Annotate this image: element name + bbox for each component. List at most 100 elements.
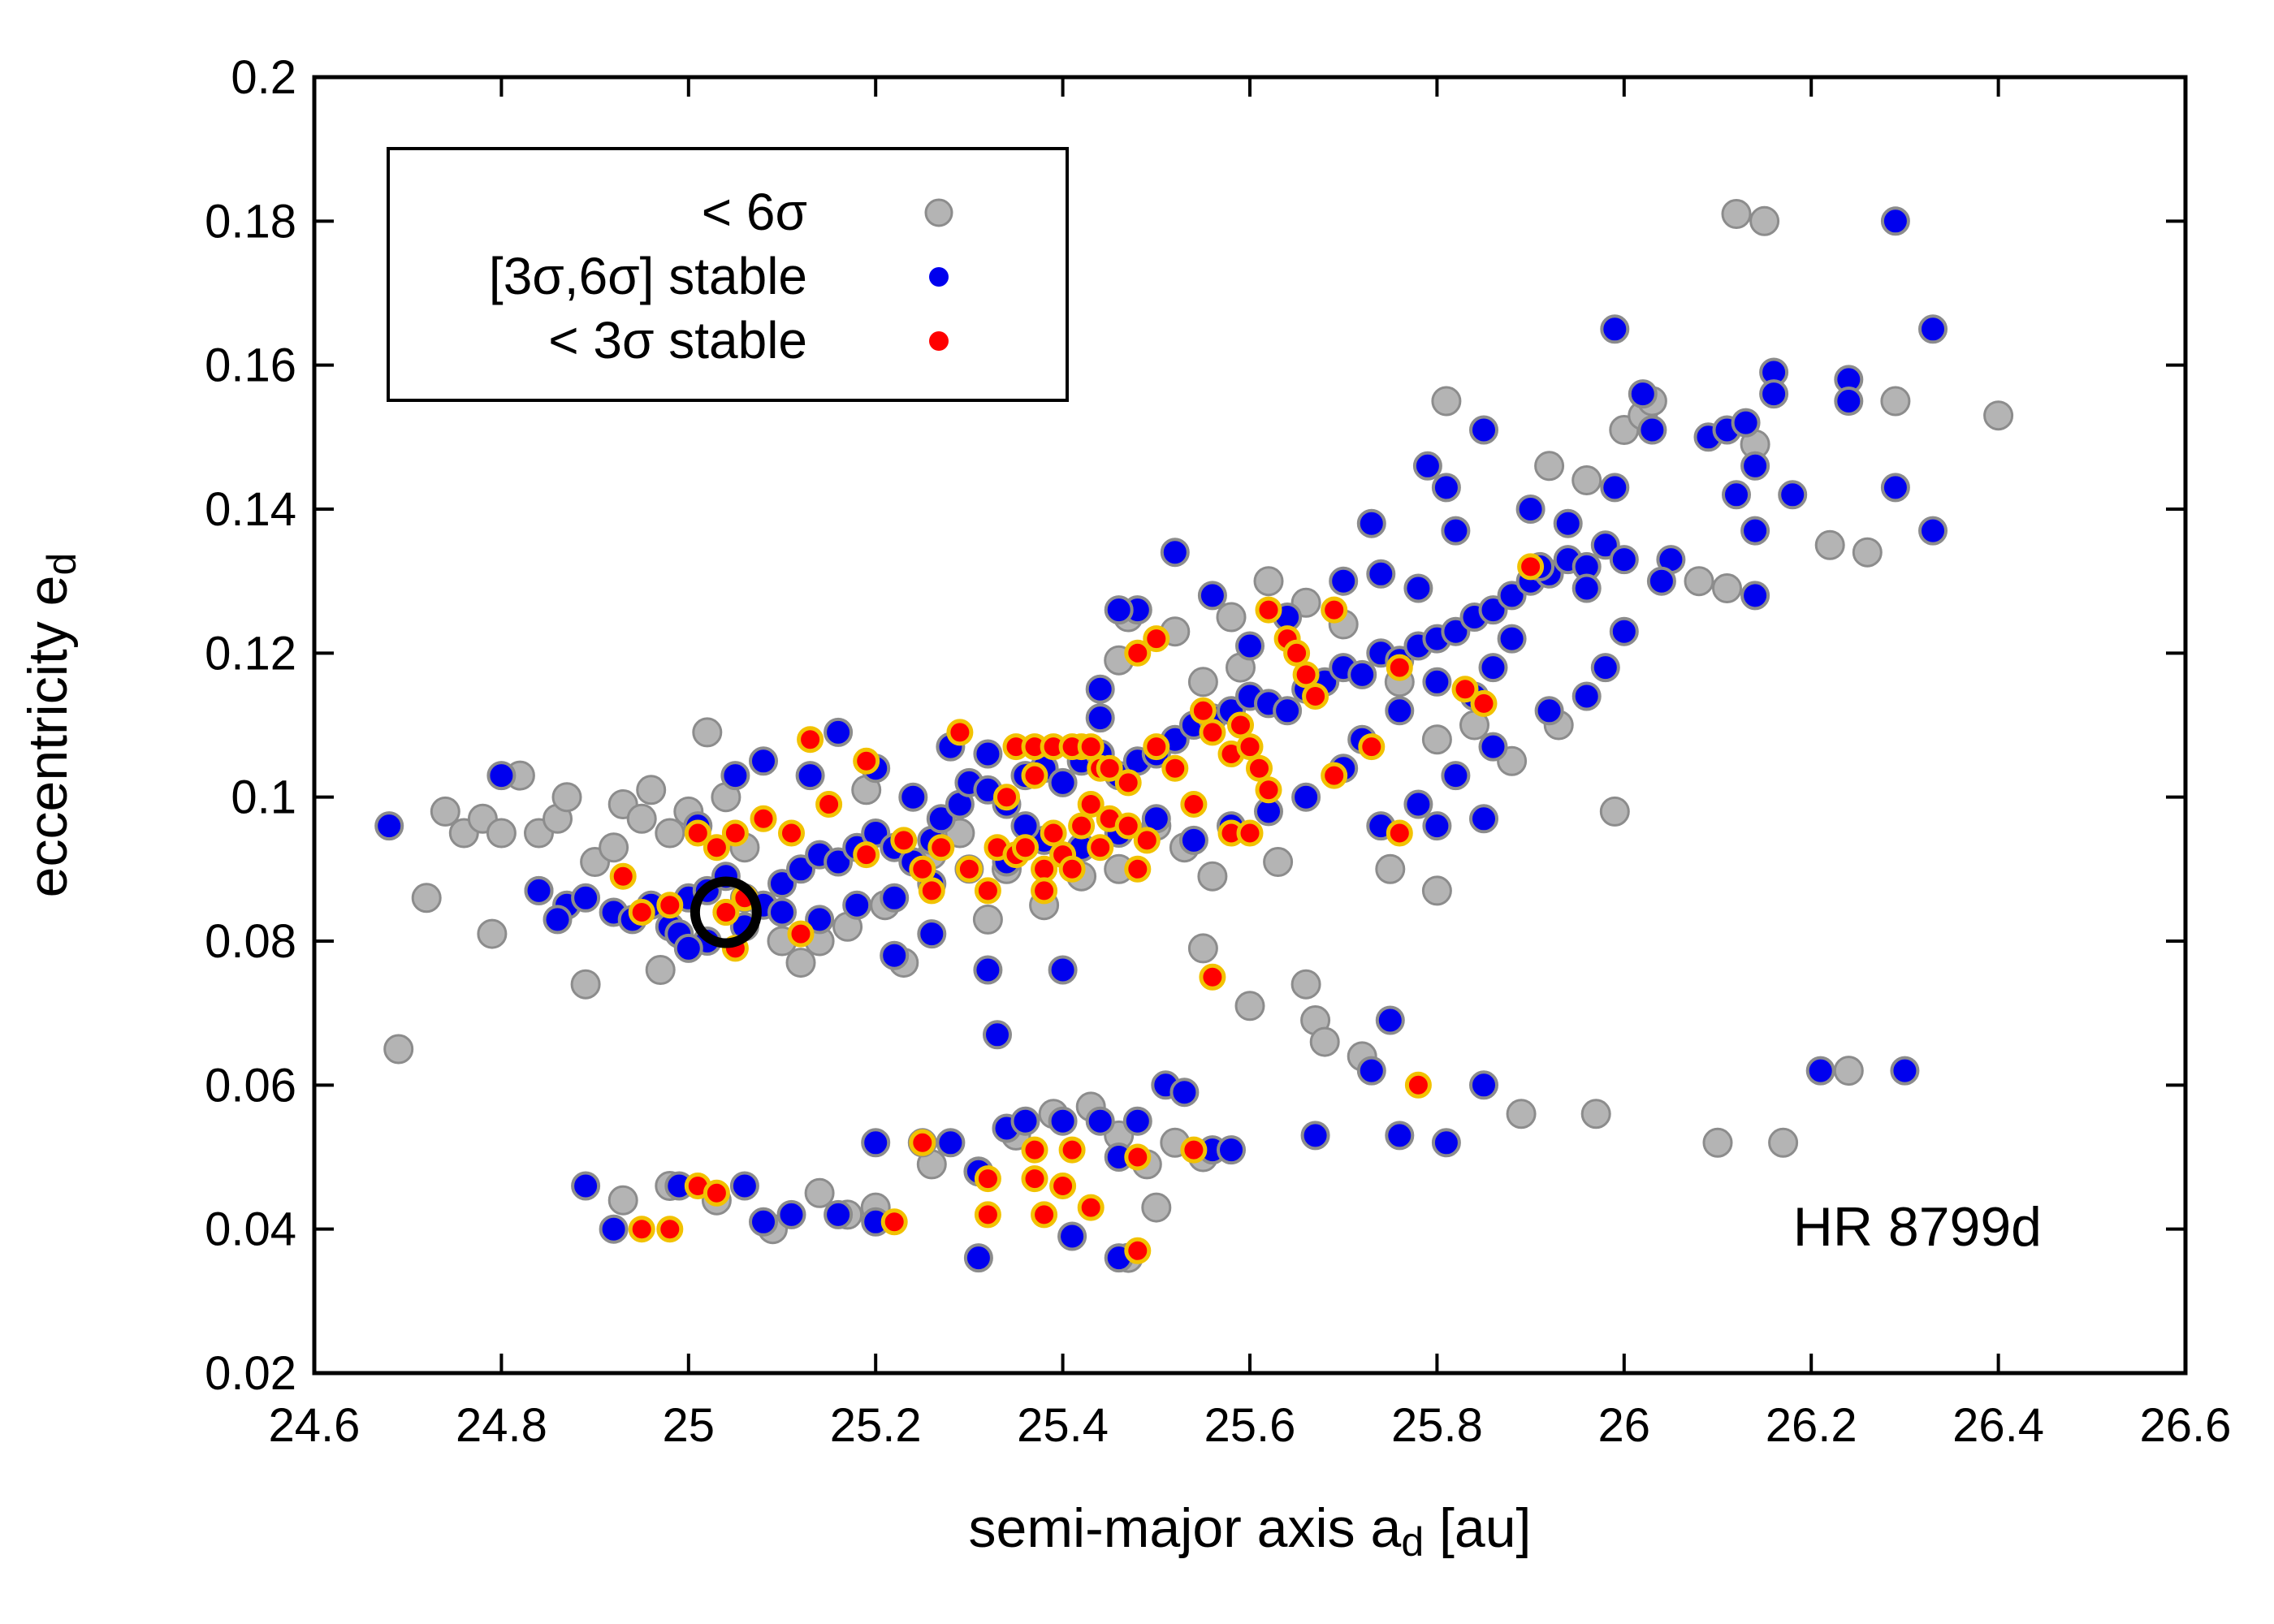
data-point-red (993, 784, 1020, 811)
data-point-gray (1702, 1127, 1733, 1158)
data-point-red (1470, 689, 1498, 717)
data-point-gray (804, 1177, 835, 1208)
data-point-blue (1122, 1106, 1152, 1136)
x-axis-title-subscript: d (1401, 1519, 1424, 1565)
data-point-blue (1160, 538, 1190, 568)
data-point-red (1236, 819, 1264, 847)
data-point-red (1189, 697, 1217, 724)
data-point-gray (1375, 853, 1406, 884)
data-point-red (1021, 762, 1048, 789)
data-point-red (918, 877, 945, 905)
data-point-blue (1356, 508, 1386, 538)
x-tick-label: 26.4 (1952, 1399, 2044, 1452)
y-tick-label: 0.14 (205, 483, 296, 536)
planet-annotation: HR 8799d (1793, 1196, 2042, 1258)
data-point-red (1031, 1201, 1058, 1229)
data-point-red (750, 805, 777, 832)
data-point-red (778, 819, 805, 847)
data-point-blue (1347, 659, 1377, 689)
data-point-blue (749, 1207, 778, 1237)
data-point-gray (1187, 667, 1218, 698)
data-point-blue (795, 761, 825, 791)
legend-marker-red (929, 331, 949, 351)
x-tick-label: 26 (1598, 1399, 1651, 1452)
data-point-blue (1300, 1121, 1330, 1151)
data-point-blue (1600, 473, 1630, 503)
data-point-blue (1178, 825, 1208, 855)
data-point-gray (1421, 875, 1452, 906)
x-axis-title: semi-major axis ad [au] (969, 1497, 1532, 1565)
data-point-gray (1599, 796, 1630, 827)
data-point-blue (673, 933, 703, 963)
data-point-blue (1805, 1056, 1835, 1086)
data-point-red (974, 877, 1001, 905)
data-point-red (628, 1216, 655, 1243)
data-point-red (703, 1179, 730, 1207)
data-point-red (1358, 733, 1386, 761)
data-point-gray (645, 955, 676, 985)
x-axis-title-unit: [au] (1424, 1497, 1531, 1559)
data-point-blue (1534, 696, 1564, 726)
data-point-gray (1253, 566, 1284, 597)
data-point-blue (1085, 703, 1115, 733)
y-tick-label: 0.16 (205, 339, 296, 392)
data-point-red (1124, 1143, 1152, 1171)
data-point-red (628, 899, 655, 926)
data-point-blue (1469, 804, 1498, 834)
data-point-red (1246, 754, 1273, 782)
data-point-red (656, 892, 684, 919)
data-point-blue (1366, 559, 1396, 589)
data-point-blue (1048, 767, 1078, 797)
data-point-red (1236, 733, 1264, 761)
x-tick-label: 25 (663, 1399, 715, 1452)
data-point-red (1404, 1071, 1432, 1099)
data-point-gray (1712, 573, 1742, 603)
data-point-red (1124, 855, 1152, 883)
data-point-red (927, 834, 955, 862)
data-point-gray (1216, 602, 1247, 633)
data-point-blue (824, 1199, 854, 1229)
data-point-red (815, 791, 843, 818)
data-point-gray (551, 782, 582, 813)
best-fit-layer (690, 876, 762, 948)
data-point-red (1133, 827, 1161, 854)
data-point-blue (1197, 581, 1227, 611)
data-point-gray (1768, 1127, 1799, 1158)
data-point-gray (785, 948, 816, 978)
data-point-gray (607, 1185, 638, 1216)
data-point-gray (570, 969, 601, 1000)
data-point-red (1255, 596, 1282, 624)
data-point-blue (776, 1199, 806, 1229)
data-point-blue (824, 847, 854, 877)
data-point-blue (749, 746, 778, 776)
data-point-gray (1431, 386, 1462, 417)
legend-label-red: < 3σ stable (548, 311, 807, 369)
data-point-red (1021, 1136, 1048, 1164)
data-point-red (1058, 855, 1086, 883)
data-point-gray (1721, 199, 1752, 229)
data-point-gray (1749, 205, 1780, 236)
data-point-blue (1385, 696, 1415, 726)
data-point-red (684, 819, 711, 847)
data-point-blue (1600, 314, 1630, 344)
y-tick-label: 0.2 (231, 51, 296, 104)
data-point-blue (1590, 653, 1620, 683)
legend-marker-blue (929, 267, 949, 287)
data-point-red (974, 1165, 1001, 1193)
data-point-red (797, 726, 824, 754)
data-point-blue (374, 811, 404, 841)
data-point-blue (880, 940, 910, 970)
data-point-red (1012, 834, 1039, 862)
data-point-gray (430, 796, 460, 827)
x-tick-label: 25.2 (830, 1399, 922, 1452)
data-point-gray (1534, 451, 1565, 482)
data-point-blue (729, 1171, 759, 1201)
data-point-blue (1740, 516, 1770, 546)
data-point-blue (1722, 480, 1751, 510)
data-point-red (1302, 683, 1329, 710)
data-point-blue (1637, 415, 1667, 445)
data-point-gray (626, 803, 657, 834)
data-point-blue (1646, 566, 1676, 596)
data-point-gray (486, 818, 517, 849)
data-point-blue (1609, 616, 1639, 646)
